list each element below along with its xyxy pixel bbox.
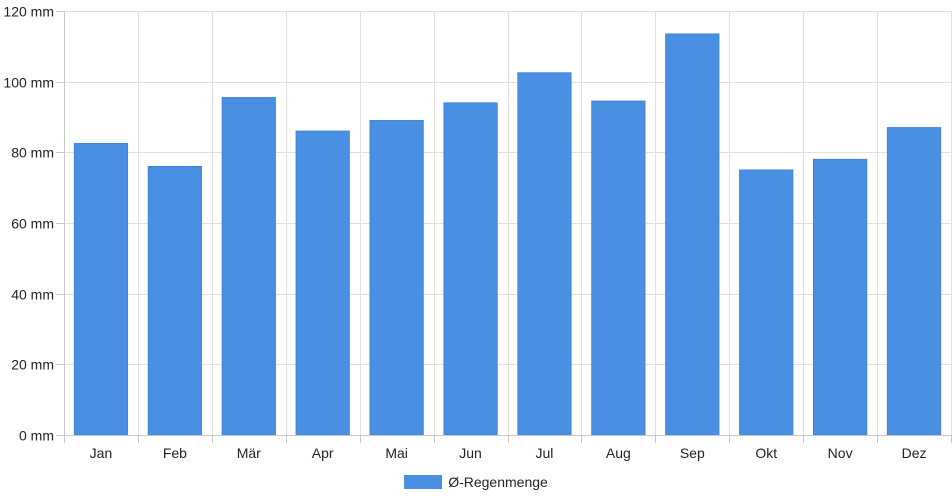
bar-chart: 0 mm 20 mm 40 mm 60 mm 80 mm 100 mm 120 mm Jan… [3, 4, 952, 461]
grid-layer [64, 11, 952, 436]
bar-mär[interactable] [221, 97, 276, 436]
x-tick-label: Mär [237, 445, 261, 461]
y-tick-label: 120 mm [3, 4, 54, 20]
x-tick-label: Aug [606, 445, 631, 461]
bar-jul[interactable] [517, 72, 572, 436]
bar-apr[interactable] [295, 130, 350, 436]
legend[interactable]: Ø-Regenmenge [0, 472, 952, 492]
x-tick-label: Okt [755, 445, 777, 461]
x-tick-label: Jun [459, 445, 482, 461]
x-tick-label: Jul [536, 445, 554, 461]
x-tick-label: Feb [163, 445, 187, 461]
x-tick-label: Sep [680, 445, 705, 461]
bar-feb[interactable] [147, 165, 202, 436]
y-tick-label: 0 mm [19, 428, 54, 444]
legend-swatch [404, 475, 443, 489]
y-axis-ticks: 0 mm 20 mm 40 mm 60 mm 80 mm 100 mm 120 mm [3, 4, 64, 444]
x-tick-label: Mai [385, 445, 408, 461]
legend-label: Ø-Regenmenge [448, 474, 548, 490]
bars-layer [73, 33, 942, 436]
bar-okt[interactable] [739, 169, 794, 436]
y-tick-label: 100 mm [3, 75, 54, 91]
y-tick-label: 20 mm [11, 357, 54, 373]
bar-jun[interactable] [443, 102, 498, 436]
x-tick-label: Dez [902, 445, 927, 461]
y-tick-label: 80 mm [11, 145, 54, 161]
bar-jan[interactable] [73, 143, 129, 436]
y-tick-label: 60 mm [11, 216, 54, 232]
bar-dez[interactable] [886, 127, 942, 436]
bar-mai[interactable] [369, 120, 424, 436]
x-tick-label: Nov [828, 445, 853, 461]
x-tick-label: Apr [312, 445, 334, 461]
bar-aug[interactable] [591, 100, 646, 436]
x-tick-label: Jan [90, 445, 113, 461]
y-tick-label: 40 mm [11, 287, 54, 303]
x-axis-ticks: Jan Feb Mär Apr Mai Jun Jul Aug Sep Okt Nov Dez [64, 435, 952, 461]
bar-nov[interactable] [813, 158, 868, 436]
bar-sep[interactable] [665, 33, 720, 436]
